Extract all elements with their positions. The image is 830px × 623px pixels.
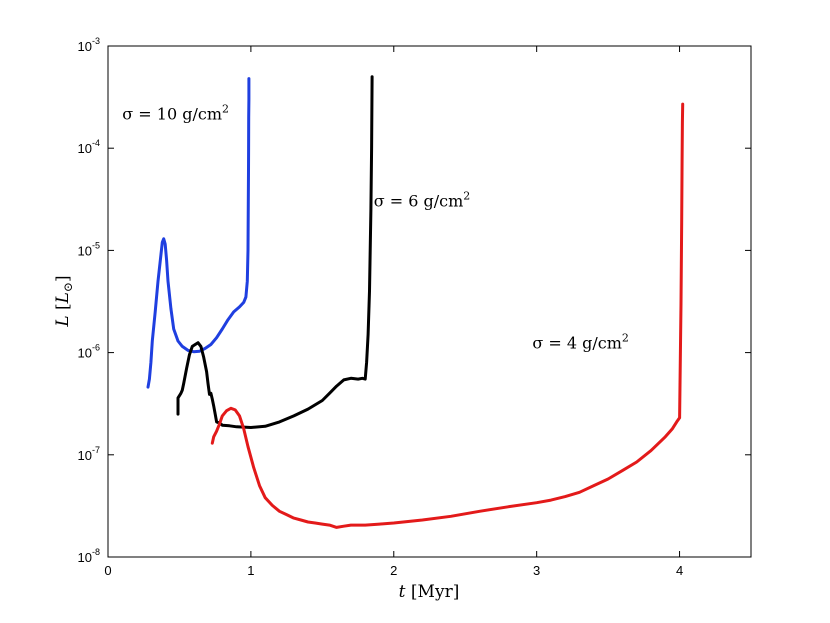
y-axis-bracket-close: ] bbox=[53, 275, 73, 282]
y-axis-var: L bbox=[53, 315, 73, 327]
series-line-1 bbox=[176, 75, 374, 429]
y-axis-unit-sub: ⊙ bbox=[61, 282, 75, 292]
x-tick-label: 1 bbox=[247, 563, 254, 578]
x-tick-label: 0 bbox=[104, 563, 111, 578]
y-tick-label: 10-8 bbox=[78, 547, 100, 565]
x-axis-unit: [Myr] bbox=[406, 582, 460, 602]
series-layer bbox=[146, 75, 685, 529]
ticks-layer: 0 1 2 3 4 10-8 10-7 10-6 10-5 10-4 10-3 bbox=[78, 36, 751, 578]
y-tick-label: 10-5 bbox=[78, 240, 100, 258]
y-axis-label: L [L⊙] bbox=[53, 275, 75, 327]
annotation-label-0: σ = 10 g/cm2 bbox=[122, 103, 229, 124]
y-tick-label: 10-3 bbox=[78, 36, 100, 54]
x-axis-var: t bbox=[399, 582, 406, 602]
y-axis-unit: L bbox=[53, 292, 73, 304]
plot-frame bbox=[107, 45, 752, 558]
x-tick-label: 4 bbox=[676, 563, 683, 578]
y-axis-bracket-open: [ bbox=[53, 303, 73, 315]
x-axis-label: t [Myr] bbox=[399, 582, 460, 602]
y-tick-label: 10-7 bbox=[78, 445, 100, 463]
series-line-2 bbox=[210, 102, 685, 529]
annotation-label-1: σ = 6 g/cm2 bbox=[374, 189, 471, 210]
y-tick-label: 10-4 bbox=[78, 138, 100, 156]
annotation-label-2: σ = 4 g/cm2 bbox=[532, 331, 629, 352]
x-tick-label: 2 bbox=[390, 563, 397, 578]
series-line-0 bbox=[146, 77, 251, 389]
y-tick-label: 10-6 bbox=[78, 343, 100, 361]
x-tick-label: 3 bbox=[533, 563, 540, 578]
annotation-layer: σ = 10 g/cm2 σ = 6 g/cm2 σ = 4 g/cm2 bbox=[122, 103, 629, 353]
